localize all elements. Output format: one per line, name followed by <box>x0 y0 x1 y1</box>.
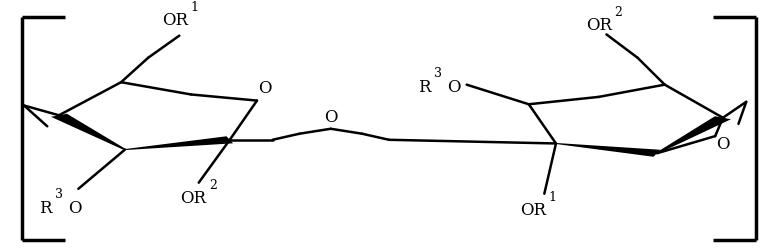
Text: OR: OR <box>520 202 545 219</box>
Text: O: O <box>717 136 730 153</box>
Text: 1: 1 <box>191 1 199 14</box>
Text: 2: 2 <box>209 179 216 192</box>
Text: OR: OR <box>586 17 612 34</box>
Text: OR: OR <box>163 12 188 29</box>
Text: R: R <box>39 200 51 217</box>
Text: 3: 3 <box>55 188 63 201</box>
Text: O: O <box>324 109 338 126</box>
Text: O: O <box>258 80 272 97</box>
Text: O: O <box>447 79 461 96</box>
Text: 2: 2 <box>614 6 622 19</box>
Text: 3: 3 <box>434 67 442 80</box>
Polygon shape <box>656 116 731 153</box>
Polygon shape <box>51 114 126 150</box>
Polygon shape <box>124 136 233 150</box>
Text: R: R <box>418 79 430 96</box>
Text: 1: 1 <box>548 191 556 204</box>
Text: O: O <box>68 200 81 217</box>
Polygon shape <box>555 143 661 157</box>
Text: OR: OR <box>180 190 206 207</box>
